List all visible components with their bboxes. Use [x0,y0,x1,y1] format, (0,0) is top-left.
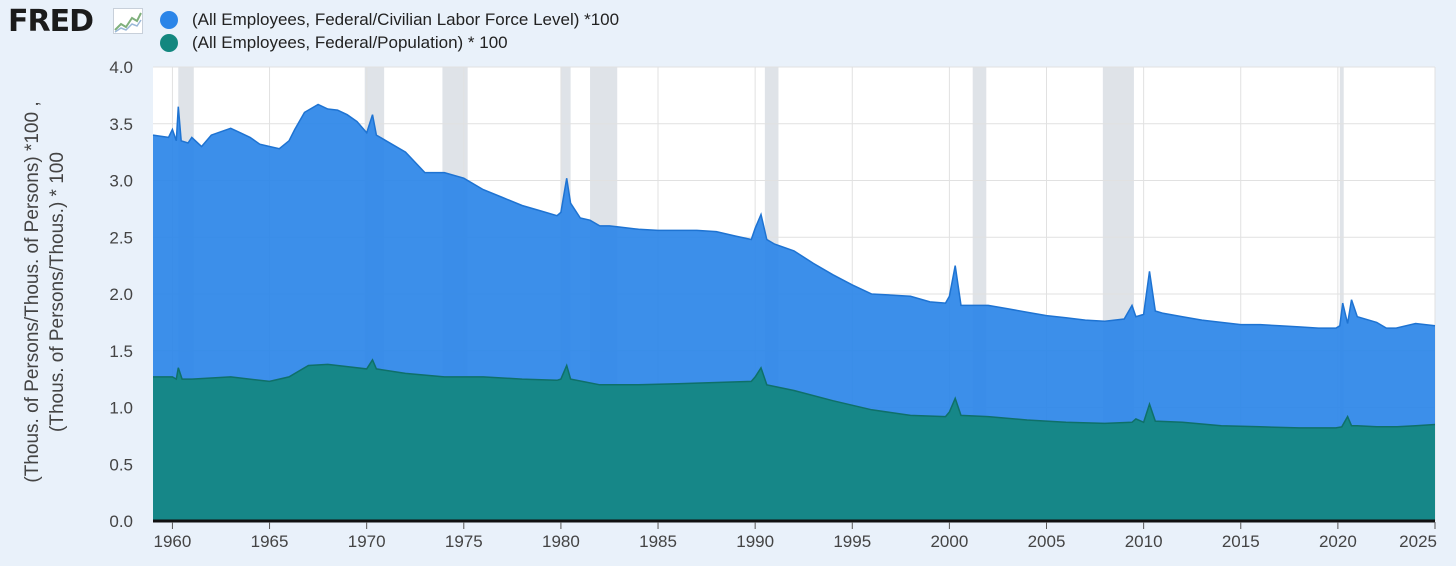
legend-swatch-series2 [160,33,178,52]
y-tick-label-7: 3.5 [109,115,133,134]
y-tick-label-4: 2.0 [109,285,133,304]
fred-logo: FRED [8,4,94,39]
x-tick-label-1: 1965 [251,532,289,551]
y-tick-label-5: 2.5 [109,228,133,247]
x-tick-label-12: 2020 [1319,532,1357,551]
legend-swatch-series1 [160,10,178,29]
x-tick-label-2: 1970 [348,532,386,551]
x-tick-label-3: 1975 [445,532,483,551]
chart-legend: (All Employees, Federal/Civilian Labor F… [160,8,619,54]
legend-item-series2[interactable]: (All Employees, Federal/Population) * 10… [160,31,619,54]
series-area-2 [153,359,1435,521]
series-line-2 [153,358,1436,429]
x-tick-label-7: 1995 [833,532,871,551]
legend-item-series1[interactable]: (All Employees, Federal/Civilian Labor F… [160,8,619,31]
x-tick-label-13: 2025 [1399,532,1437,551]
x-tick-label-0: 1960 [154,532,192,551]
x-tick-label-11: 2015 [1222,532,1260,551]
series-line-1 [152,103,1436,329]
legend-label-series2: (All Employees, Federal/Population) * 10… [192,32,508,52]
y-tick-label-3: 1.5 [109,342,133,361]
x-tick-label-9: 2005 [1028,532,1066,551]
x-tick-label-10: 2010 [1125,532,1163,551]
y-tick-label-6: 3.0 [109,172,133,191]
y-tick-label-1: 0.5 [109,455,133,474]
fred-chart-icon [113,8,143,34]
y-tick-label-8: 4.0 [109,58,133,77]
y-tick-label-0: 0.0 [109,512,133,531]
y-tick-label-2: 1.0 [109,399,133,418]
x-tick-label-4: 1980 [542,532,580,551]
x-tick-label-6: 1990 [736,532,774,551]
legend-label-series1: (All Employees, Federal/Civilian Labor F… [192,9,620,29]
x-tick-label-8: 2000 [930,532,968,551]
x-tick-label-5: 1985 [639,532,677,551]
